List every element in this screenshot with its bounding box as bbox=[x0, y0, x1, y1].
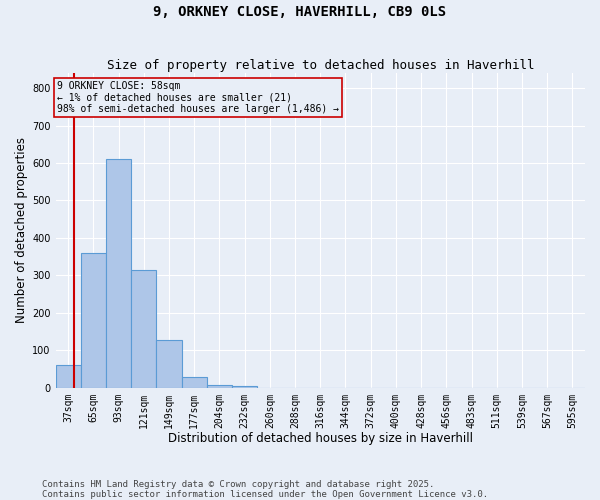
Bar bbox=[182, 377, 207, 388]
Text: Contains HM Land Registry data © Crown copyright and database right 2025.
Contai: Contains HM Land Registry data © Crown c… bbox=[42, 480, 488, 499]
Title: Size of property relative to detached houses in Haverhill: Size of property relative to detached ho… bbox=[107, 59, 534, 72]
Bar bbox=[81, 253, 106, 388]
Bar bbox=[131, 270, 157, 388]
Text: 9 ORKNEY CLOSE: 58sqm
← 1% of detached houses are smaller (21)
98% of semi-detac: 9 ORKNEY CLOSE: 58sqm ← 1% of detached h… bbox=[57, 80, 339, 114]
Bar bbox=[56, 366, 81, 388]
Bar bbox=[157, 340, 182, 388]
Bar bbox=[106, 160, 131, 388]
X-axis label: Distribution of detached houses by size in Haverhill: Distribution of detached houses by size … bbox=[168, 432, 473, 445]
Y-axis label: Number of detached properties: Number of detached properties bbox=[15, 138, 28, 324]
Text: 9, ORKNEY CLOSE, HAVERHILL, CB9 0LS: 9, ORKNEY CLOSE, HAVERHILL, CB9 0LS bbox=[154, 5, 446, 19]
Bar bbox=[207, 384, 232, 388]
Bar bbox=[232, 386, 257, 388]
